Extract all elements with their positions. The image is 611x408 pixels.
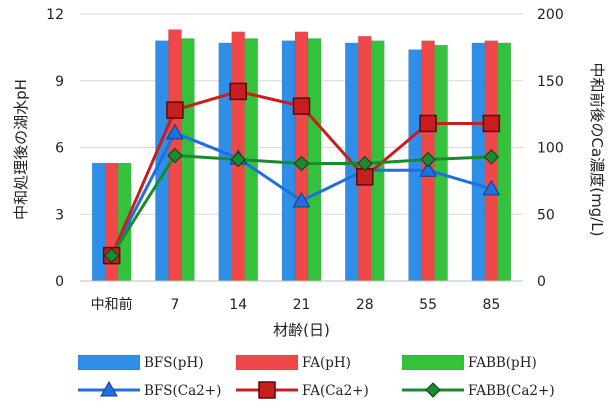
bar-fabbph [497,42,512,282]
y-left-tick-label: 9 [55,74,64,90]
marker-bfsca2 [292,191,311,208]
marker-bfsca2 [482,179,501,196]
tick-labels: 0 3 6 9 12 0 50 100 150 200 中和前 7 14 21 28 55 85 [46,7,564,313]
x-tick-label: 28 [356,297,374,313]
legend-label: FA(Ca2+) [302,383,369,399]
marker-fabbca2 [293,155,310,172]
y-right-tick-label: 50 [537,207,555,223]
marker-fabbca2 [420,151,436,168]
y-right-tick-label: 200 [537,7,564,23]
legend-label: BFS(pH) [144,355,203,371]
legend-swatch [77,354,141,371]
marker-faca2 [166,101,184,119]
x-tick-label: 中和前 [91,296,133,313]
legend-marker [100,380,118,397]
x-axis-title: 材齢(日) [273,321,330,339]
marker-fabbca2 [167,147,183,164]
marker-faca2 [482,114,501,133]
marker-fabbca2 [103,247,120,264]
bar-layer [91,29,512,282]
bar-bfsph [218,42,232,282]
y-right-tick-label: 0 [537,274,546,290]
bar-fabbph [181,38,195,282]
bar-bfsph [281,40,296,282]
y-axis-left-title: 中和処理後の湖水pH [12,79,30,220]
legend: BFS(pH) FA(pH) FABB(pH) BFS(Ca2+) FA(Ca2+) FA… [77,354,555,399]
line-layer [102,82,501,265]
y-right-tick-label: 150 [537,74,564,90]
y-right-tick-label: 100 [537,141,564,157]
marker-fabbca2 [230,151,246,168]
y-left-tick-label: 12 [46,7,64,23]
marker-bfsca2 [166,123,184,140]
legend-label: BFS(Ca2+) [144,383,221,399]
marker-faca2 [419,114,437,133]
x-tick-label: 21 [293,297,311,313]
marker-faca2 [292,97,311,115]
y-left-tick-label: 6 [55,141,64,157]
y-left-tick-label: 0 [55,274,64,290]
legend-marker [258,381,276,399]
bar-bfsph [408,49,422,282]
y-left-tick-label: 3 [55,207,64,223]
marker-faca2 [229,82,247,101]
bar-bfsph [471,42,486,282]
legend-marker [425,382,441,398]
x-tick-label: 14 [229,297,247,313]
y-axis-right-title: 中和前後のCa濃度(mg/L) [588,63,606,237]
bar-fabbph [307,38,322,282]
marker-fabbca2 [483,149,500,165]
x-tick-label: 7 [170,297,179,313]
legend-label: FA(pH) [302,355,351,371]
marker-bfsca2 [419,161,437,177]
bar-fabbph [434,44,448,282]
legend-label: FABB(pH) [468,355,537,371]
x-tick-label: 85 [482,297,500,313]
legend-swatch [401,354,465,371]
x-tick-label: 55 [419,297,437,313]
marker-faca2 [356,168,374,186]
legend-label: FABB(Ca2+) [468,383,555,399]
marker-fabbca2 [357,155,373,172]
legend-swatch [235,354,299,371]
